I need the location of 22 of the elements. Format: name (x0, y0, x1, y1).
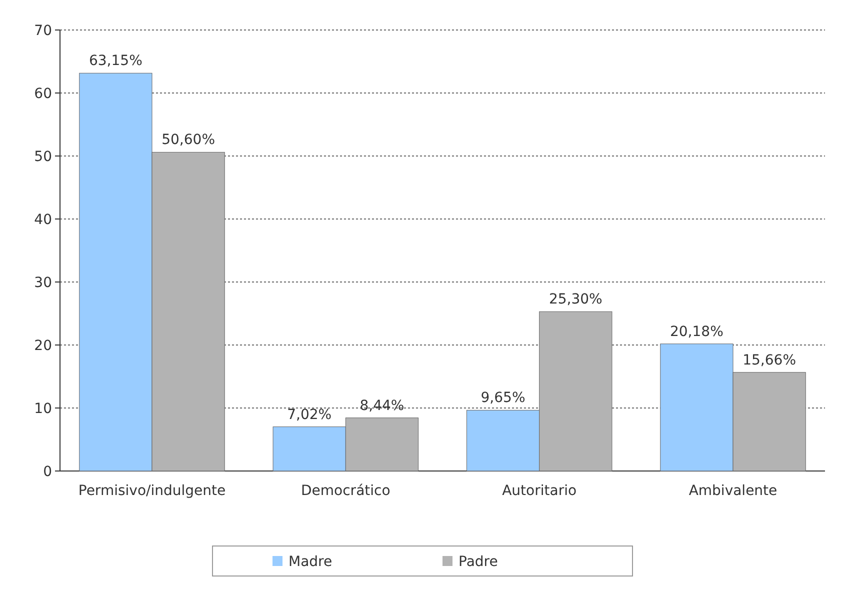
data-label: 25,30% (548, 292, 602, 308)
x-tick-label: Democrático (301, 483, 390, 499)
data-label: 63,15% (88, 53, 142, 70)
y-tick-label: 40 (34, 212, 52, 228)
data-label: 50,60% (162, 132, 215, 148)
y-tick-label: 0 (43, 464, 52, 480)
y-tick-label: 50 (34, 148, 52, 165)
legend-label: Padre (458, 554, 498, 570)
x-tick-label: Permisivo/indulgente (78, 483, 226, 499)
y-tick-label: 30 (34, 274, 52, 291)
y-tick-label: 20 (34, 338, 52, 354)
data-label: 9,65% (480, 390, 526, 406)
y-tick-label: 60 (34, 86, 52, 102)
x-tick-label: Ambivalente (688, 483, 778, 499)
y-tick-label: 70 (34, 22, 52, 39)
data-label: 8,44% (360, 398, 404, 414)
legend-label: Madre (288, 554, 332, 570)
data-label: 20,18% (670, 324, 724, 340)
y-tick-label: 10 (34, 400, 52, 417)
data-label: 7,02% (287, 406, 332, 423)
data-label: 15,66% (742, 352, 796, 368)
x-tick-label: Autoritario (502, 483, 577, 499)
